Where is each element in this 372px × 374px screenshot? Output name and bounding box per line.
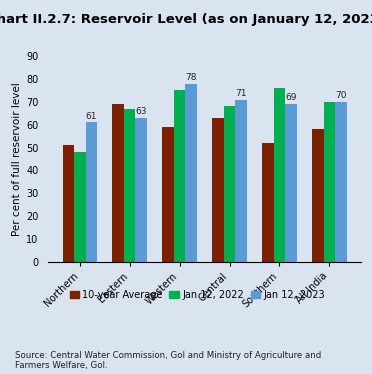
Bar <box>62 145 74 262</box>
Legend: 10-year Average, Jan 12, 2022, Jan 12, 2023: 10-year Average, Jan 12, 2022, Jan 12, 2… <box>65 286 329 304</box>
Text: 71: 71 <box>235 89 247 98</box>
Y-axis label: Per cent of full reservoir level: Per cent of full reservoir level <box>12 82 22 236</box>
Bar <box>163 127 174 262</box>
Bar <box>285 104 297 262</box>
Text: Chart II.2.7: Reservoir Level (as on January 12, 2023): Chart II.2.7: Reservoir Level (as on Jan… <box>0 13 372 26</box>
Bar <box>124 109 135 262</box>
Bar <box>324 102 335 262</box>
Text: 78: 78 <box>185 73 197 82</box>
Text: 69: 69 <box>285 93 297 102</box>
Bar <box>212 118 224 262</box>
Bar <box>224 106 235 262</box>
Bar <box>185 83 197 262</box>
Text: 61: 61 <box>86 111 97 120</box>
Bar <box>235 99 247 262</box>
Bar <box>262 143 274 262</box>
Text: 63: 63 <box>135 107 147 116</box>
Bar <box>135 118 147 262</box>
Bar <box>335 102 347 262</box>
Bar <box>274 88 285 262</box>
Text: 70: 70 <box>335 91 347 100</box>
Bar <box>86 122 97 262</box>
Text: Source: Central Water Commission, GoI and Ministry of Agriculture and
Farmers We: Source: Central Water Commission, GoI an… <box>15 351 321 370</box>
Bar <box>312 129 324 262</box>
Bar <box>112 104 124 262</box>
Bar <box>74 152 86 262</box>
Bar <box>174 91 185 262</box>
